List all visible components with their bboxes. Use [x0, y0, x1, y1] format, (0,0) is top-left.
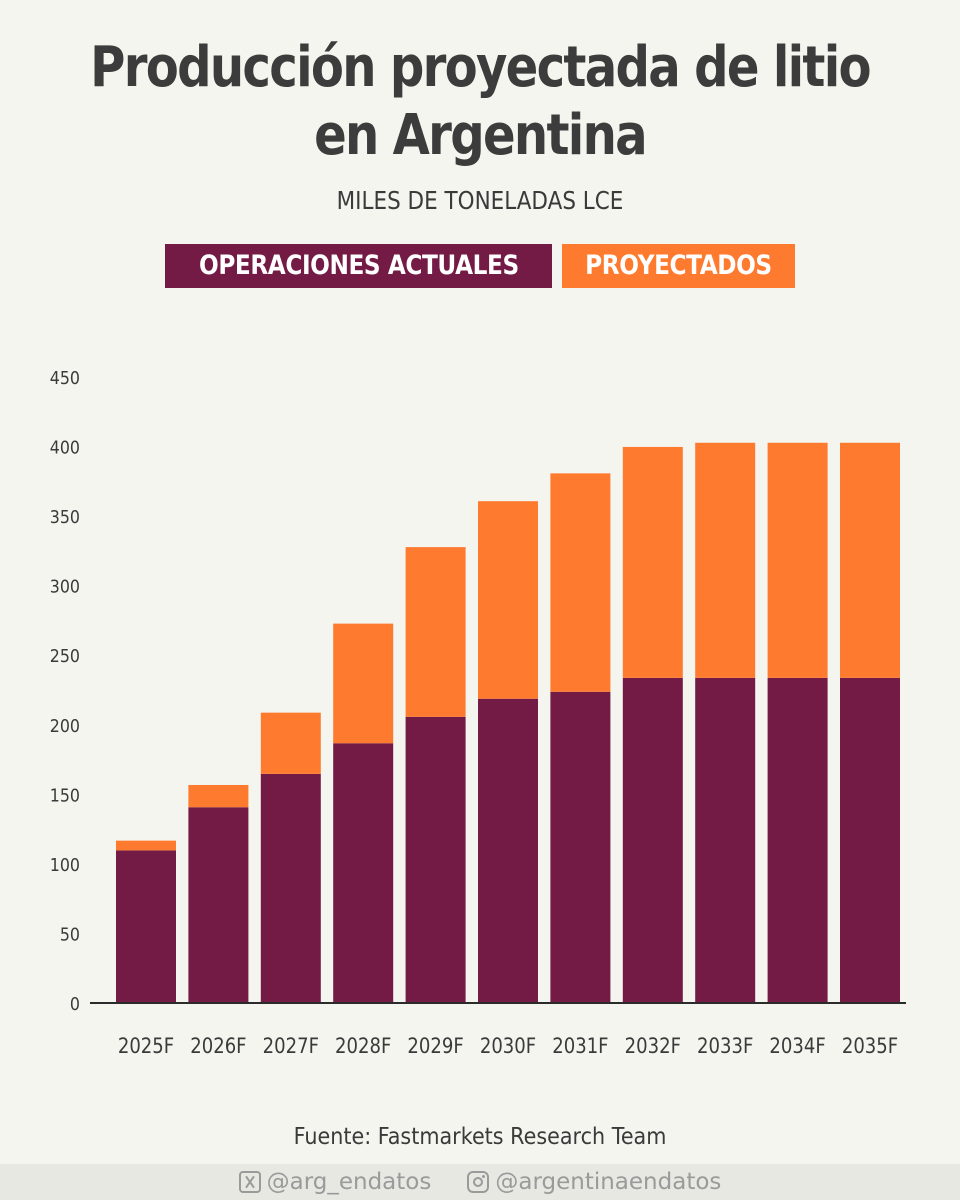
x-tick-label: 2025F — [118, 1034, 174, 1059]
legend-label-current: OPERACIONES ACTUALES — [198, 250, 519, 281]
chart-title-line2: en Argentina — [314, 103, 648, 168]
bar-segment-current — [767, 677, 828, 1002]
y-tick-label: 300 — [50, 576, 80, 597]
x-tick-label: 2030F — [480, 1034, 536, 1059]
bar-segment-projected — [188, 784, 249, 808]
bar-segment-current — [333, 743, 394, 1002]
y-tick-label: 250 — [50, 645, 80, 666]
stacked-bar-chart: 0 50 100 150 200 250 300 350 400 450 2025F 2026F 202… — [50, 367, 906, 1059]
bar-segment-projected — [478, 501, 538, 699]
legend-label-projected: PROYECTADOS — [585, 250, 773, 281]
x-icon — [238, 1171, 261, 1193]
x-tick-label: 2034F — [769, 1034, 825, 1059]
y-tick-label: 200 — [50, 715, 80, 736]
y-tick-label: 100 — [50, 854, 80, 875]
chart-subtitle: MILES DE TONELADAS LCE — [336, 186, 624, 215]
bar-segment-projected — [695, 442, 756, 678]
bar-segment-projected — [550, 473, 611, 692]
bar-segment-projected — [767, 442, 828, 678]
bar-segment-projected — [405, 547, 466, 717]
bar-segment-current — [116, 850, 176, 1002]
y-tick-label: 0 — [70, 993, 80, 1014]
legend-item-projected: PROYECTADOS — [562, 244, 796, 288]
y-tick-label: 400 — [50, 437, 80, 458]
legend-item-current: OPERACIONES ACTUALES — [164, 244, 553, 288]
x-tick-label: 2031F — [552, 1034, 608, 1059]
legend: OPERACIONES ACTUALES PROYECTADOS — [0, 244, 960, 288]
bar-segment-current — [695, 677, 756, 1002]
instagram-handle: @argentinaendatos — [495, 1169, 722, 1195]
bar-segment-projected — [840, 442, 900, 678]
bar-segment-current — [840, 677, 900, 1002]
y-tick-label: 150 — [50, 784, 80, 805]
bar-segment-projected — [333, 623, 394, 744]
bar-segment-projected — [116, 840, 176, 851]
chart-title: Producción proyectada de litio en Argent… — [67, 34, 893, 170]
bar-segment-current — [478, 698, 538, 1002]
bar-segment-current — [622, 677, 683, 1002]
source-note: Fuente: Fastmarkets Research Team — [293, 1124, 667, 1150]
bar-segment-current — [260, 773, 321, 1002]
chart-title-line1: Producción proyectada de litio — [90, 35, 871, 100]
x-tick-label: 2029F — [407, 1034, 463, 1059]
footer: @arg_endatos @argentinaendatos — [0, 1164, 960, 1200]
x-tick-label: 2035F — [842, 1034, 898, 1059]
y-tick-label: 350 — [50, 506, 80, 527]
bar-segment-current — [188, 807, 249, 1002]
bar-segment-projected — [260, 712, 321, 774]
y-tick-label: 50 — [60, 923, 80, 944]
bar-segment-current — [550, 691, 611, 1002]
x-tick-label: 2032F — [625, 1034, 681, 1059]
twitter-handle-item[interactable]: @arg_endatos — [238, 1169, 432, 1195]
instagram-handle-item[interactable]: @argentinaendatos — [467, 1169, 721, 1195]
instagram-icon — [467, 1171, 490, 1193]
x-tick-label: 2027F — [263, 1034, 319, 1059]
twitter-handle: @arg_endatos — [266, 1169, 432, 1195]
bar-segment-current — [405, 716, 466, 1002]
x-tick-label: 2026F — [190, 1034, 246, 1059]
x-tick-label: 2028F — [335, 1034, 391, 1059]
bar-segment-projected — [622, 446, 683, 678]
x-tick-label: 2033F — [697, 1034, 753, 1059]
y-tick-label: 450 — [50, 367, 80, 388]
